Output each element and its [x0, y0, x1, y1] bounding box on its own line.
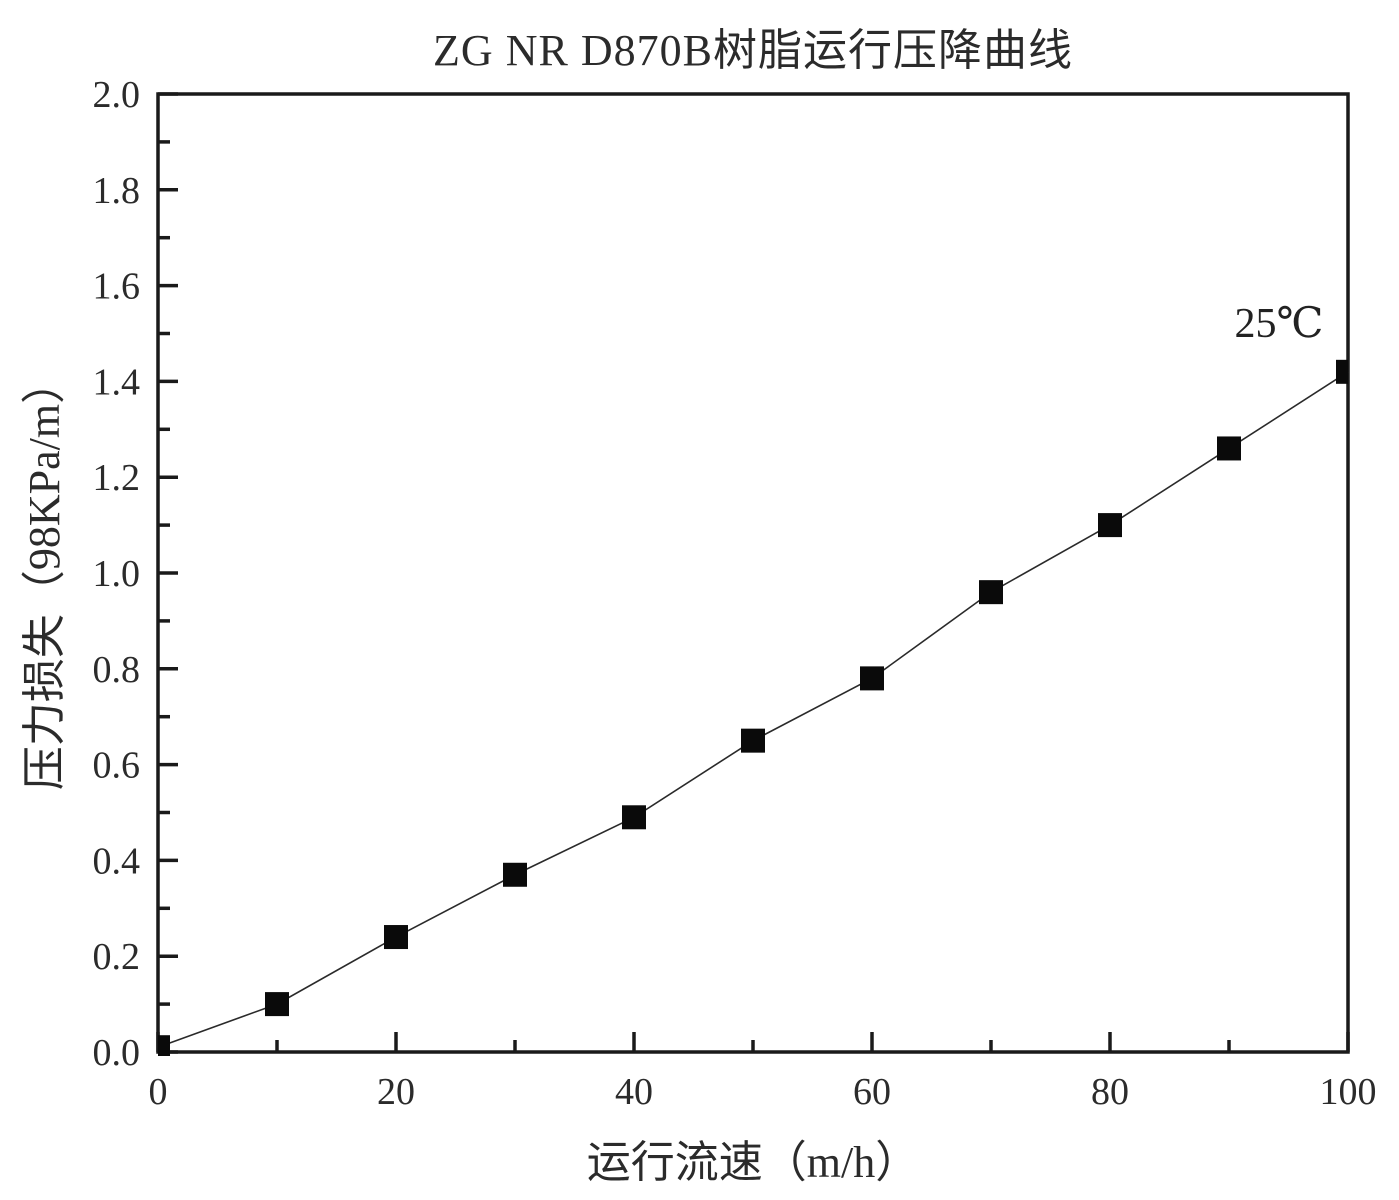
y-tick-label: 0.0: [93, 1032, 141, 1074]
x-tick-label: 80: [1091, 1071, 1129, 1113]
data-point-marker: [265, 992, 289, 1017]
y-tick-label: 1.2: [93, 457, 141, 499]
data-point-marker: [979, 580, 1003, 605]
y-tick-label: 0.6: [93, 745, 141, 787]
data-point-marker: [741, 728, 765, 753]
y-tick-label: 0.2: [93, 936, 141, 978]
x-tick-label: 60: [853, 1071, 891, 1113]
plot-frame: [156, 92, 1350, 1054]
y-tick-label: 1.8: [93, 170, 141, 212]
y-tick-label: 2.0: [93, 74, 141, 116]
x-tick-label: 100: [1320, 1071, 1377, 1113]
temperature-annotation: 25℃: [1234, 301, 1324, 347]
tick-labels: 0 20 40 60 80 100 0.0 0.2 0.4 0.6 0.8 1.0 1.2 1.4 1.6 1…: [93, 74, 1377, 1113]
data-point-marker: [1217, 436, 1241, 461]
y-tick-label: 1.4: [93, 361, 141, 403]
data-point-marker: [384, 925, 408, 950]
x-tick-label: 40: [615, 1071, 653, 1113]
y-tick-label: 1.6: [93, 266, 141, 308]
y-tick-label: 0.4: [93, 840, 141, 882]
x-tick-label: 20: [377, 1071, 415, 1113]
axis-ticks: [156, 92, 1350, 1054]
x-tick-label: 0: [149, 1071, 168, 1113]
y-tick-label: 1.0: [93, 553, 141, 595]
y-tick-label: 0.8: [93, 649, 141, 691]
data-point-marker: [860, 666, 884, 691]
data-point-marker: [158, 1035, 170, 1056]
data-markers: [158, 359, 1348, 1056]
data-point-marker: [1098, 513, 1122, 538]
x-axis-label: 运行流速（m/h）: [586, 1138, 920, 1187]
data-point-marker: [503, 862, 527, 887]
chart-title: ZG NR D870B树脂运行压降曲线: [433, 26, 1073, 75]
data-point-marker: [622, 805, 646, 830]
data-point-marker: [1336, 359, 1348, 384]
data-line: [157, 371, 1349, 1048]
